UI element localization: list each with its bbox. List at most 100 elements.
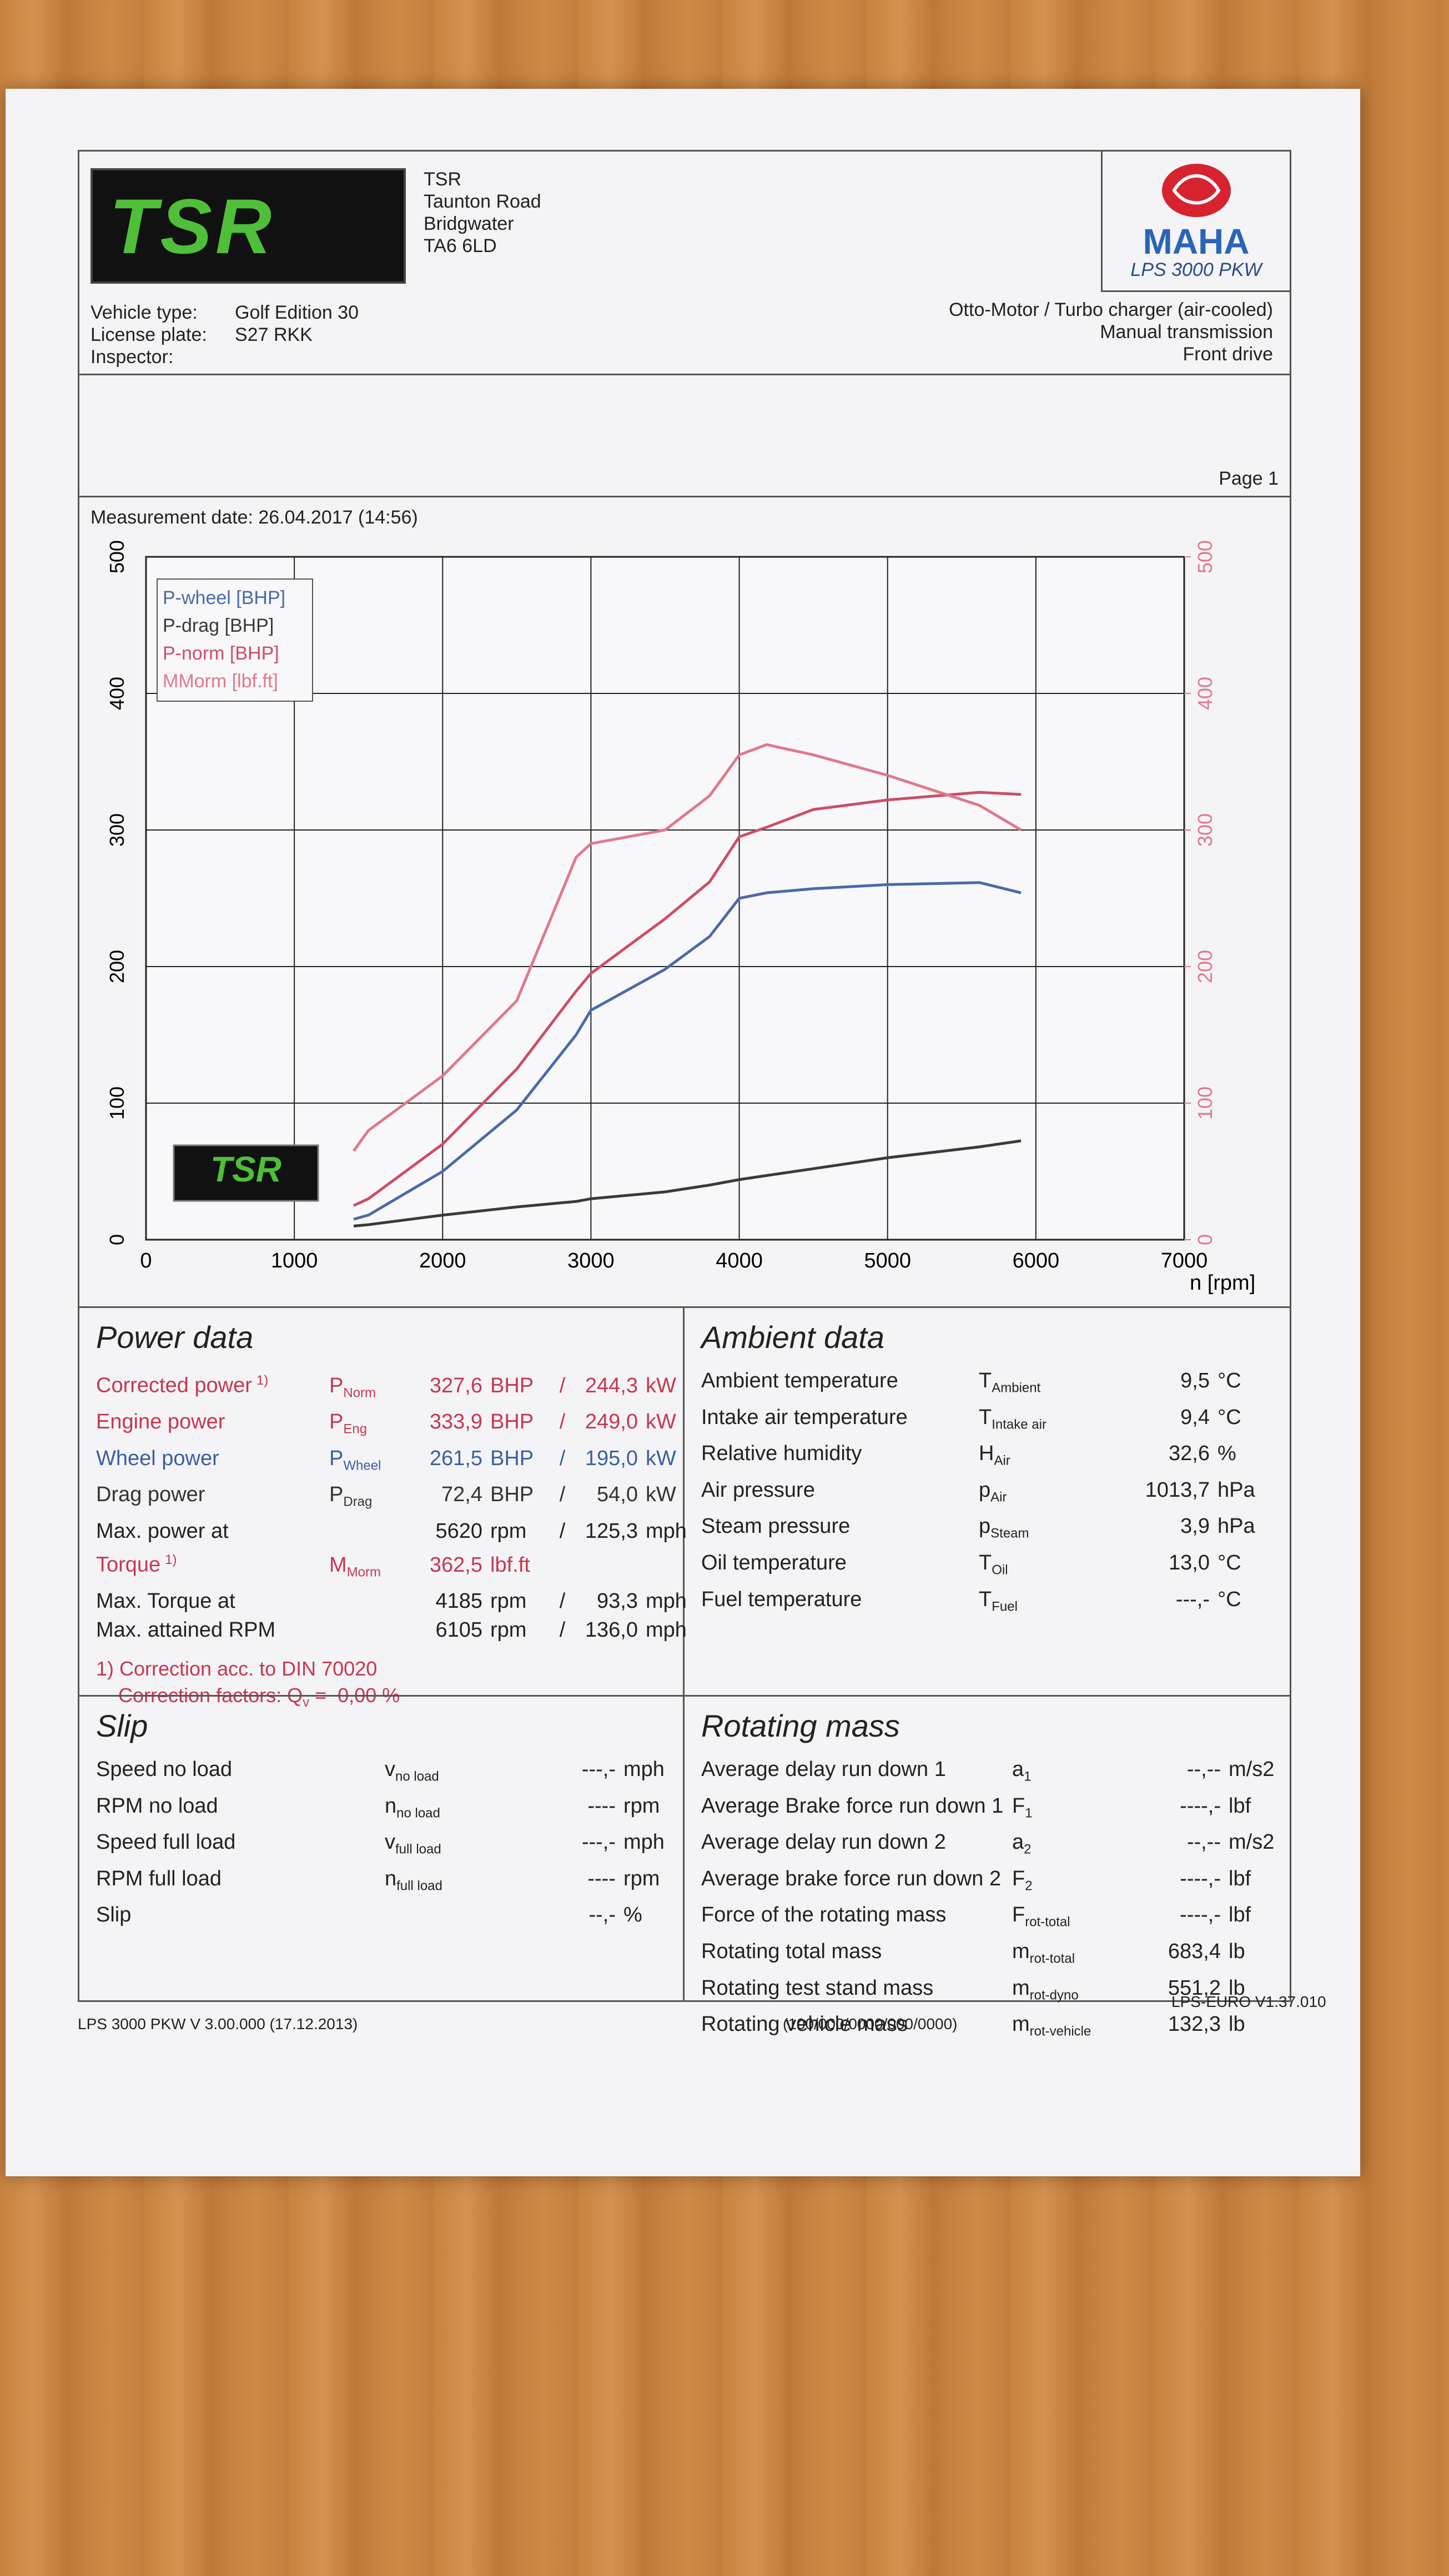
table-row: Oil temperature TOil 13,0 °C	[701, 1548, 1273, 1585]
cell: %	[623, 1900, 673, 1929]
y2-tick-label: 400	[1194, 677, 1216, 710]
x-tick-label: 3000	[567, 1249, 615, 1272]
cell: Rotating total mass	[701, 1937, 1012, 1966]
company-address: TSR Taunton Road Bridgwater TA6 6LD	[424, 168, 541, 257]
cell: Engine power	[96, 1407, 329, 1436]
symbol: P	[329, 1483, 344, 1507]
cell-u2: kW	[646, 1410, 676, 1434]
cell-v2: 93,3	[597, 1589, 638, 1613]
symbol: F	[1012, 1794, 1025, 1818]
measurement-date: Measurement date: 26.04.2017 (14:56)	[90, 507, 418, 528]
row-label: Intake air temperature	[701, 1405, 908, 1429]
table-row: Average delay run down 2 a2 --,-- m/s2	[701, 1828, 1274, 1864]
symbol: P	[329, 1373, 344, 1397]
address-line: Bridgwater	[424, 213, 514, 234]
symbol: P	[329, 1410, 344, 1434]
cell: TFuel	[979, 1585, 1106, 1622]
cell: mph	[646, 1587, 696, 1616]
symbol: n	[385, 1794, 397, 1818]
cell-u1: BHP	[490, 1373, 534, 1397]
paper: TSR TSR Taunton Road Bridgwater TA6 6LD …	[6, 89, 1360, 2176]
cell: 54,0	[573, 1480, 646, 1509]
cell: 261,5	[412, 1444, 490, 1473]
table-row: Max. Torque at 4185 rpm / 93,3 mph	[96, 1587, 687, 1616]
symbol: F	[1012, 1866, 1025, 1890]
y2-tick-label: 300	[1194, 813, 1216, 847]
cell-u2: mph	[646, 1589, 687, 1613]
cell-sep: /	[559, 1410, 566, 1434]
cell-v1: ----,-	[1180, 1866, 1221, 1890]
cell-v1: --,--	[1186, 1830, 1221, 1854]
cell: PEng	[329, 1407, 412, 1444]
table-row: Slip --,-%	[96, 1900, 666, 1929]
cell-sep: /	[559, 1373, 566, 1397]
cell-u1: lbf.ft	[490, 1553, 530, 1577]
cell: 5620	[412, 1517, 490, 1546]
cell-u2: mph	[646, 1618, 687, 1642]
note-line: 1) Correction acc. to DIN 70020	[96, 1657, 378, 1681]
ambient-data: Ambient data Ambient temperature TAmbient 9…	[685, 1306, 1290, 1695]
cell: pAir	[979, 1476, 1106, 1512]
symbol-subscript: 2	[1024, 1842, 1032, 1857]
cell-u1: hPa	[1217, 1515, 1255, 1538]
cell: Air pressure	[701, 1476, 979, 1505]
table-row: Average brake force run down 2 F2 ----,- lb…	[701, 1864, 1273, 1901]
symbol-subscript: 1	[1024, 1769, 1032, 1784]
cell-v1: ----	[587, 1866, 616, 1890]
vehicle-row: Vehicle type: Golf Edition 30	[90, 301, 457, 324]
cell: /	[551, 1444, 573, 1473]
row-label: Drag power	[96, 1483, 205, 1507]
symbol-subscript: 1	[1025, 1805, 1033, 1821]
series-line	[353, 791, 1022, 1207]
cell: ----,-	[1134, 1864, 1229, 1893]
cell: Max. attained RPM	[96, 1616, 329, 1644]
slip-data: Slip Speed no load vno load ---,- mph RPM no …	[79, 1695, 685, 2000]
y2-tick-label: 100	[1194, 1086, 1216, 1120]
cell: Frot-total	[1012, 1900, 1134, 1937]
cell-v1: ---,-	[581, 1830, 616, 1854]
cell-u1: lb	[1229, 2012, 1245, 2036]
cell: Drag power	[96, 1480, 329, 1509]
logo-text: TSR	[109, 183, 275, 270]
row-label: RPM full load	[96, 1866, 222, 1890]
cell-sep: /	[559, 1618, 566, 1642]
cell: Relative humidity	[701, 1439, 979, 1468]
cell: kW	[646, 1480, 696, 1509]
cell: Average delay run down 1	[701, 1755, 1012, 1784]
row-label: Ambient temperature	[701, 1369, 898, 1392]
cell: 3,9	[1106, 1512, 1217, 1541]
cell-v1: 132,3	[1168, 2012, 1221, 2036]
series-line	[353, 881, 1022, 1221]
row-label: Rotating total mass	[701, 1939, 882, 1963]
symbol: T	[979, 1587, 992, 1611]
table-row: RPM full load nfull load ---- rpm	[96, 1864, 666, 1901]
cell-u1: °C	[1217, 1369, 1241, 1392]
cell-u1: rpm	[623, 1866, 660, 1890]
symbol: p	[979, 1515, 991, 1538]
cell: Corrected power 1)	[96, 1366, 329, 1400]
row-label: Max. power at	[96, 1520, 229, 1543]
cell: /	[551, 1587, 573, 1616]
vehicle-value: S27 RKK	[235, 324, 313, 345]
cell: °C	[1217, 1366, 1273, 1395]
cell-v1: 9,5	[1180, 1369, 1210, 1392]
symbol-subscript: Drag	[343, 1495, 373, 1510]
cell: Ambient temperature	[701, 1366, 979, 1395]
table-row: Ambient temperature TAmbient 9,5 °C	[701, 1366, 1273, 1403]
cell: --,--	[1134, 1755, 1229, 1784]
symbol: v	[385, 1830, 395, 1854]
cell: °C	[1217, 1548, 1273, 1577]
row-label: Steam pressure	[701, 1515, 851, 1538]
cell-u1: lb	[1229, 1939, 1245, 1963]
cell: 72,4	[412, 1480, 490, 1509]
table-row: Drag power PDrag 72,4 BHP / 54,0 kW	[96, 1480, 676, 1517]
cell-v1: 362,5	[429, 1553, 482, 1577]
cell: 327,6	[412, 1371, 490, 1400]
separator	[79, 374, 1290, 375]
brand: MAHA	[1143, 222, 1250, 261]
symbol-subscript: rot-total	[1029, 1951, 1075, 1966]
row-label: RPM no load	[96, 1794, 218, 1818]
vehicle-label: Vehicle type:	[90, 302, 198, 323]
cell: F1	[1012, 1792, 1134, 1828]
